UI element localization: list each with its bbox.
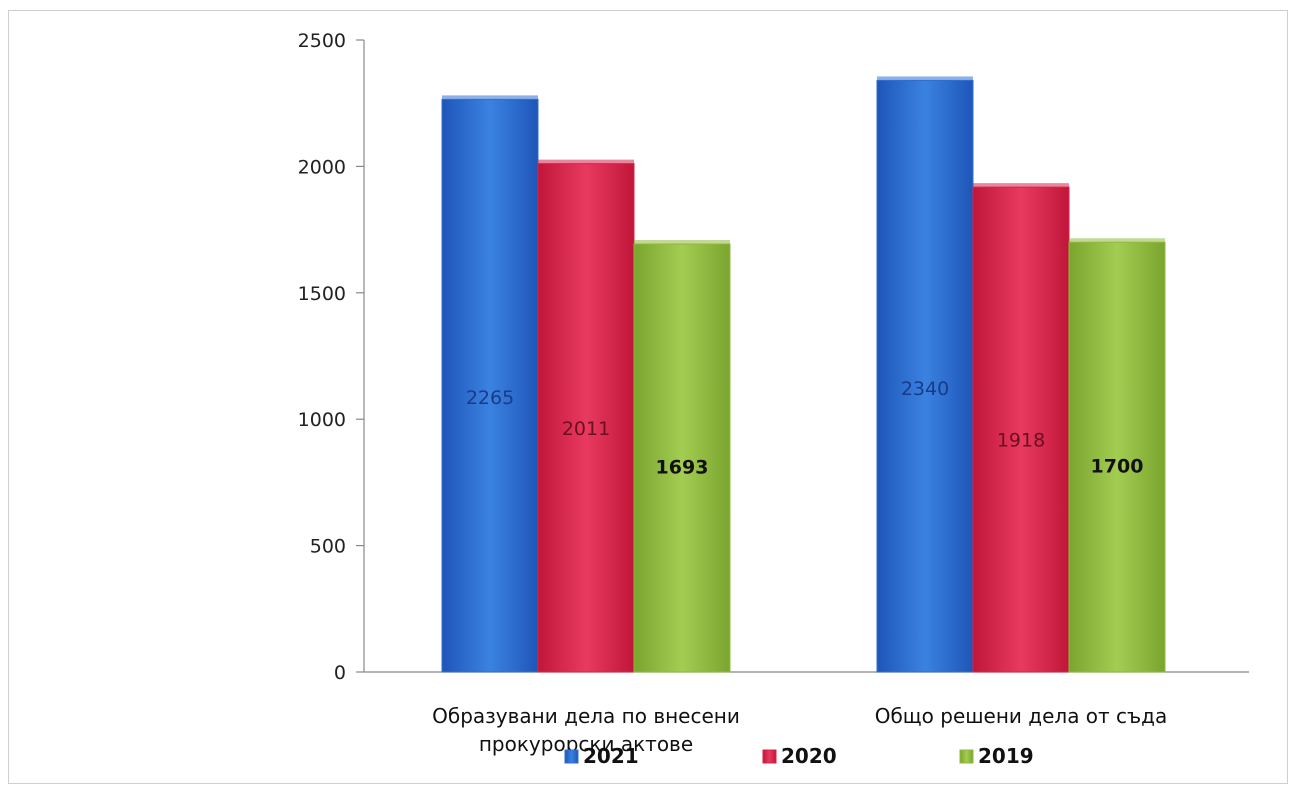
legend-label: 2021 <box>583 744 639 768</box>
bar-top-highlight <box>877 76 973 81</box>
legend: 2021 2020 2019 <box>564 744 1034 768</box>
y-tick-label: 1500 <box>298 283 346 305</box>
data-label: 2011 <box>562 418 610 440</box>
legend-label: 2020 <box>781 744 837 768</box>
bars-layer <box>441 76 1166 673</box>
axis-layer: 0 500 1000 1500 2000 2500 Образувани дела по в… <box>298 30 1249 756</box>
labels-layer: 2265 2011 1693 2340 1918 1700 <box>466 378 1144 479</box>
bar <box>972 186 1070 673</box>
legend-swatch <box>762 749 777 764</box>
chart-frame: 0 500 1000 1500 2000 2500 Образувани дела по в… <box>8 10 1288 784</box>
data-label: 2340 <box>901 378 949 400</box>
bar <box>876 79 974 673</box>
legend-swatch <box>564 749 579 764</box>
x-category-label: Общо решени дела от съда <box>875 704 1168 728</box>
y-tick-label: 1000 <box>298 409 346 431</box>
y-tick-label: 2500 <box>298 30 346 52</box>
data-label: 2265 <box>466 387 514 409</box>
bar-top-highlight <box>634 240 730 245</box>
data-label: 1918 <box>997 429 1045 451</box>
bar-top-highlight <box>1069 238 1165 243</box>
bar <box>441 98 539 673</box>
bar-top-highlight <box>538 159 634 164</box>
legend-label: 2019 <box>978 744 1034 768</box>
bar <box>633 243 731 673</box>
data-label: 1693 <box>656 457 709 479</box>
bar-top-highlight <box>973 183 1069 188</box>
bar-chart: 0 500 1000 1500 2000 2500 Образувани дела по в… <box>298 30 1249 768</box>
y-tick-label: 500 <box>310 536 346 558</box>
legend-swatch <box>959 749 974 764</box>
data-label: 1700 <box>1091 456 1144 478</box>
y-tick-label: 0 <box>334 662 346 684</box>
bar-top-highlight <box>442 95 538 100</box>
y-tick-label: 2000 <box>298 156 346 178</box>
x-category-label: Образувани дела по внесени прокурорски ак… <box>432 704 740 756</box>
bar <box>1068 241 1166 673</box>
